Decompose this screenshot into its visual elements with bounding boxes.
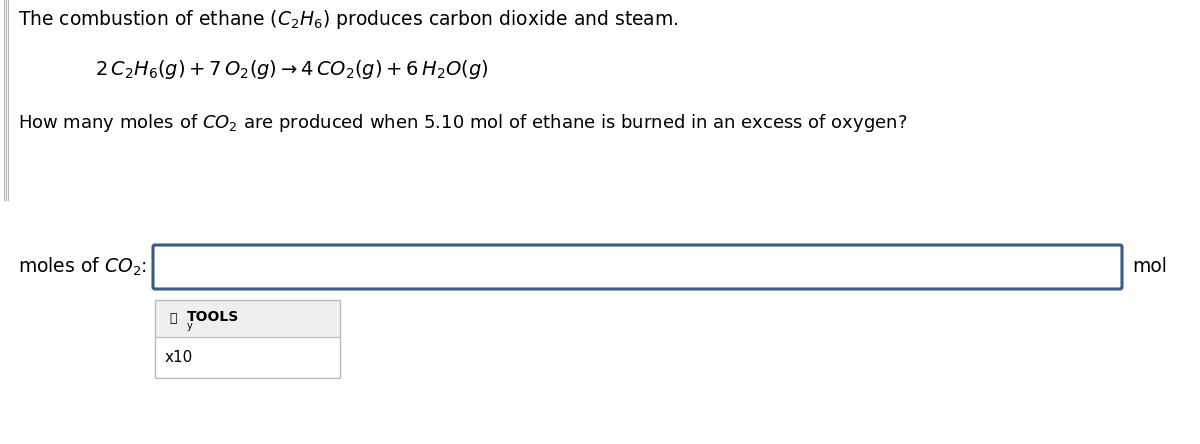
FancyBboxPatch shape xyxy=(154,245,1122,289)
Text: 🔧: 🔧 xyxy=(169,312,176,325)
Bar xyxy=(155,337,340,378)
Text: The combustion of ethane ($C_2H_6$) produces carbon dioxide and steam.: The combustion of ethane ($C_2H_6$) prod… xyxy=(18,8,678,31)
Text: y: y xyxy=(187,321,193,331)
Text: TOOLS: TOOLS xyxy=(187,310,239,324)
Text: $2\,C_2H_6(g) + 7\,O_2(g) \rightarrow 4\,CO_2(g) + 6\,H_2O(g)$: $2\,C_2H_6(g) + 7\,O_2(g) \rightarrow 4\… xyxy=(95,58,488,81)
Text: mol: mol xyxy=(1132,258,1166,277)
Bar xyxy=(155,300,340,378)
Bar xyxy=(155,300,340,337)
Text: x10: x10 xyxy=(166,350,193,365)
Text: moles of $CO_2$:: moles of $CO_2$: xyxy=(18,256,148,278)
Text: How many moles of $CO_2$ are produced when 5.10 mol of ethane is burned in an ex: How many moles of $CO_2$ are produced wh… xyxy=(18,112,907,134)
